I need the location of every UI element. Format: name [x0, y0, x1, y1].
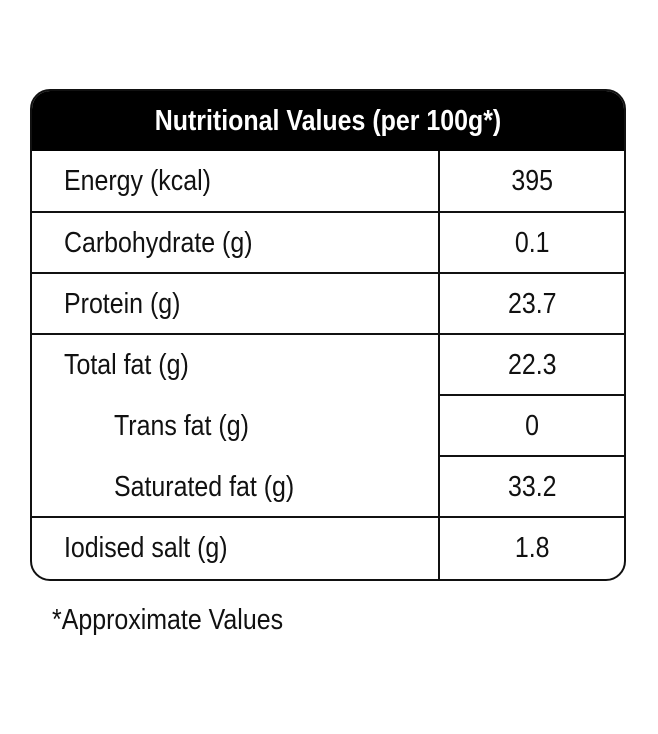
- row-divider: [438, 394, 624, 396]
- row-label-cell: Carbohydrate (g): [32, 213, 438, 274]
- row-divider: [438, 455, 624, 457]
- row-label-cell: Saturated fat (g): [32, 457, 438, 518]
- table-row-trans-fat: Trans fat (g) 0: [32, 396, 624, 457]
- row-value: 0.1: [514, 227, 550, 259]
- table-row-protein: Protein (g) 23.7: [32, 274, 624, 335]
- row-label: Total fat (g): [64, 349, 189, 381]
- row-value-cell: 22.3: [440, 335, 624, 396]
- row-label: Saturated fat (g): [114, 471, 295, 503]
- row-label: Energy (kcal): [64, 165, 211, 197]
- row-value-cell: 23.7: [440, 274, 624, 335]
- row-value: 22.3: [507, 349, 557, 381]
- row-divider: [32, 333, 624, 335]
- row-divider: [32, 272, 624, 274]
- row-divider: [32, 516, 624, 518]
- row-label: Trans fat (g): [114, 410, 249, 442]
- table-row-total-fat: Total fat (g) 22.3: [32, 335, 624, 396]
- row-value: 33.2: [507, 471, 557, 503]
- row-value: 1.8: [514, 532, 550, 564]
- row-value: 23.7: [507, 288, 557, 320]
- row-value-cell: 395: [440, 151, 624, 212]
- row-label-cell: Trans fat (g): [32, 396, 438, 457]
- table-row-carbohydrate: Carbohydrate (g) 0.1: [32, 213, 624, 274]
- nutrition-table: Nutritional Values (per 100g*) Energy (k…: [30, 89, 626, 581]
- row-value-cell: 33.2: [440, 457, 624, 518]
- row-value-cell: 0.1: [440, 213, 624, 274]
- row-value-cell: 1.8: [440, 518, 624, 579]
- row-label-cell: Total fat (g): [32, 335, 438, 396]
- row-divider: [32, 211, 624, 213]
- row-label: Carbohydrate (g): [64, 227, 253, 259]
- row-label: Iodised salt (g): [64, 532, 228, 564]
- row-value: 395: [511, 165, 553, 197]
- row-value-cell: 0: [440, 396, 624, 457]
- table-header: Nutritional Values (per 100g*): [32, 91, 624, 151]
- table-row-energy: Energy (kcal) 395: [32, 151, 624, 212]
- table-row-iodised-salt: Iodised salt (g) 1.8: [32, 518, 624, 579]
- row-label-cell: Energy (kcal): [32, 151, 438, 212]
- table-row-saturated-fat: Saturated fat (g) 33.2: [32, 457, 624, 518]
- row-label: Protein (g): [64, 288, 181, 320]
- column-divider: [438, 151, 440, 579]
- row-value: 0: [525, 410, 539, 442]
- table-title: Nutritional Values (per 100g*): [73, 91, 583, 151]
- footnote: *Approximate Values: [52, 604, 284, 636]
- row-label-cell: Iodised salt (g): [32, 518, 438, 579]
- row-label-cell: Protein (g): [32, 274, 438, 335]
